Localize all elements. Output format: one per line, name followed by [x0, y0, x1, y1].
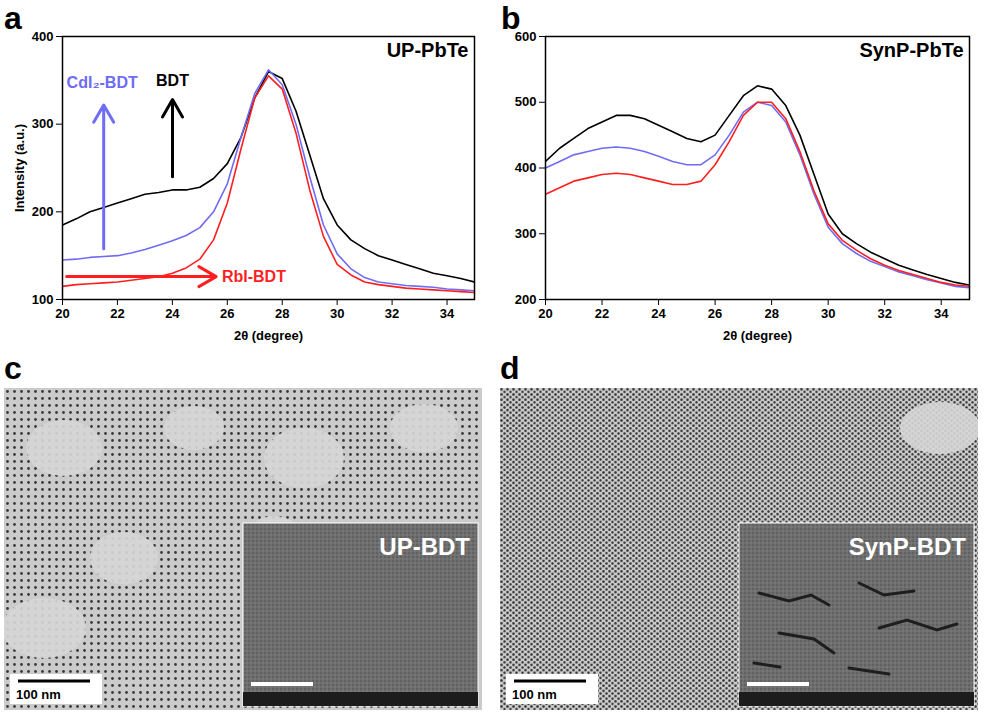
svg-text:28: 28 [764, 306, 778, 321]
html-text:a: a [4, 0, 22, 36]
svg-text:24: 24 [165, 306, 180, 321]
svg-text:300: 300 [32, 116, 54, 131]
svg-text:30: 30 [821, 306, 835, 321]
svg-text:100 nm: 100 nm [512, 687, 557, 702]
svg-text:20: 20 [55, 306, 69, 321]
html-text:d: d [500, 350, 520, 386]
svg-text:RbI-BDT: RbI-BDT [222, 268, 286, 285]
svg-text:UP-PbTe: UP-PbTe [387, 39, 469, 61]
svg-text:CdI₂-BDT: CdI₂-BDT [67, 74, 138, 91]
svg-text:Intensity (a.u.): Intensity (a.u.) [12, 124, 27, 212]
svg-text:30: 30 [330, 306, 344, 321]
svg-text:20: 20 [538, 306, 552, 321]
svg-text:26: 26 [220, 306, 234, 321]
svg-text:32: 32 [385, 306, 399, 321]
svg-text:28: 28 [275, 306, 289, 321]
svg-text:UP-BDT: UP-BDT [379, 533, 470, 560]
svg-text:26: 26 [708, 306, 722, 321]
svg-text:24: 24 [651, 306, 666, 321]
svg-text:2θ (degree): 2θ (degree) [723, 328, 792, 343]
svg-text:SynP-PbTe: SynP-PbTe [859, 39, 963, 61]
svg-text:32: 32 [877, 306, 891, 321]
svg-text:200: 200 [515, 292, 537, 307]
svg-text:500: 500 [515, 94, 537, 109]
html-text:c: c [4, 350, 22, 386]
svg-text:34: 34 [440, 306, 455, 321]
svg-text:300: 300 [515, 226, 537, 241]
svg-text:2θ (degree): 2θ (degree) [234, 328, 303, 343]
svg-text:SynP-BDT: SynP-BDT [849, 533, 967, 560]
svg-text:BDT: BDT [156, 72, 189, 89]
svg-text:100 nm: 100 nm [16, 687, 61, 702]
html-text:b: b [501, 0, 521, 36]
svg-text:34: 34 [934, 306, 949, 321]
svg-text:22: 22 [595, 306, 609, 321]
svg-text:600: 600 [514, 28, 537, 44]
svg-text:100: 100 [32, 292, 54, 307]
svg-text:200: 200 [32, 204, 54, 219]
svg-text:400: 400 [515, 160, 537, 175]
svg-text:400: 400 [32, 29, 54, 44]
svg-text:22: 22 [110, 306, 124, 321]
